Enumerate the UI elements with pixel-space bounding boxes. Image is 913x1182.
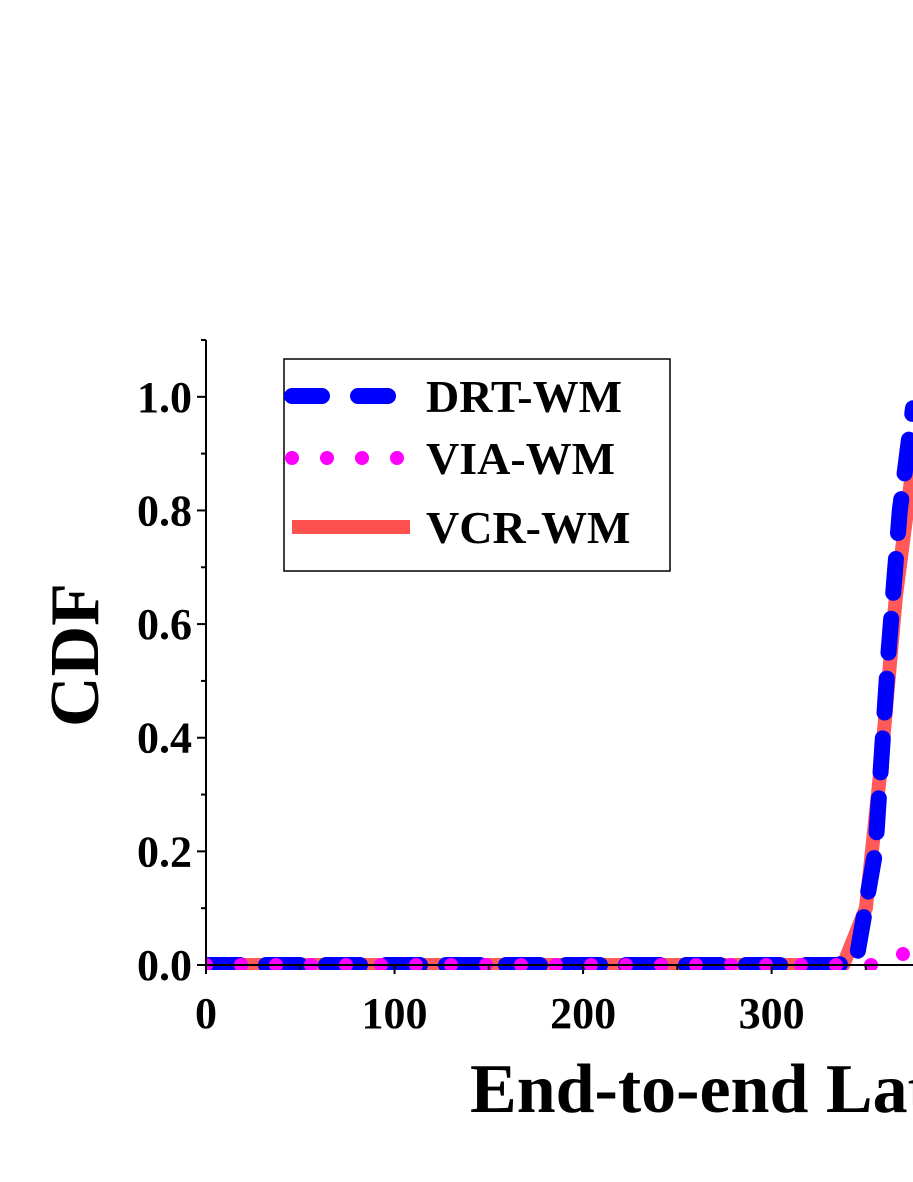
y-tick-label: 0.4 xyxy=(137,714,192,763)
ticks-layer: 0.0 0.2 0.4 0.6 0.8 1.0 0 100 200 300 xyxy=(137,339,867,1038)
x-tick-label: 100 xyxy=(362,989,428,1038)
legend-label-drt-wm: DRT-WM xyxy=(426,371,622,422)
axes-layer xyxy=(205,340,913,966)
y-axis-title: CDF xyxy=(37,583,114,727)
y-tick-label: 0.6 xyxy=(137,600,192,649)
x-tick-label: 0 xyxy=(195,989,217,1038)
y-tick-label: 1.0 xyxy=(137,373,192,422)
legend-box xyxy=(283,358,671,572)
y-tick-label: 0.2 xyxy=(137,827,192,876)
x-tick-label: 200 xyxy=(550,989,616,1038)
series-line-via-wm xyxy=(206,941,913,970)
x-axis-title: End-to-end Latency xyxy=(470,1051,913,1128)
legend: DRT-WM VIA-WM VCR-WM xyxy=(283,358,671,572)
x-tick-label: 300 xyxy=(739,989,805,1038)
y-tick-label: 0.8 xyxy=(137,486,192,535)
legend-label-via-wm: VIA-WM xyxy=(426,433,615,484)
y-tick-label: 0.0 xyxy=(137,941,192,990)
legend-label-vcr-wm: VCR-WM xyxy=(426,502,630,553)
